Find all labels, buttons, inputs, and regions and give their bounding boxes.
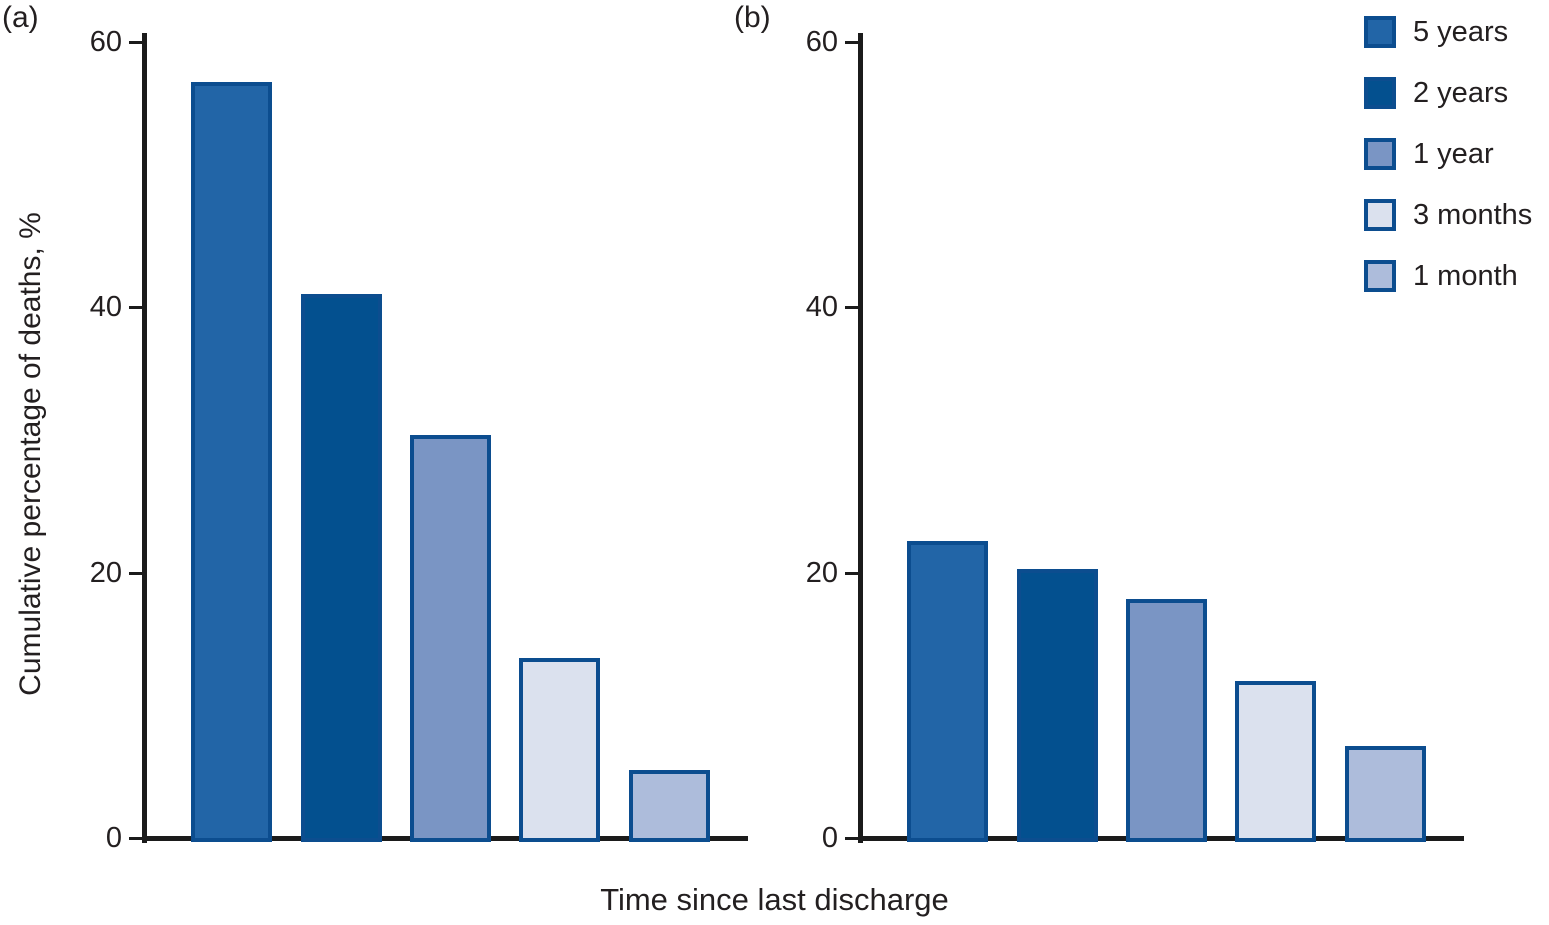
legend-label: 3 months	[1413, 199, 1533, 231]
y-tick-label: 40	[805, 291, 838, 324]
bar-5-years	[191, 82, 272, 842]
legend-label: 2 years	[1413, 77, 1509, 109]
y-tick-label: 20	[805, 556, 838, 589]
legend-swatch-1-year	[1364, 138, 1396, 170]
legend-label: 1 month	[1413, 260, 1518, 292]
bar-5-years	[907, 541, 988, 842]
bar-3-months	[519, 658, 600, 842]
bar-2-years	[1017, 569, 1098, 842]
y-tick-mark	[129, 571, 142, 575]
legend-label: 1 year	[1413, 138, 1494, 170]
y-tick-label: 40	[89, 291, 122, 324]
panel-b-label: (b)	[734, 1, 771, 34]
legend: 5 years 2 years 1 year 3 months 1 month	[1364, 16, 1532, 292]
legend-swatch-5-years	[1364, 16, 1396, 48]
legend-item: 5 years	[1364, 16, 1532, 48]
y-axis-line	[142, 33, 147, 843]
bar-1-month	[1345, 746, 1426, 842]
y-tick-label: 60	[89, 26, 122, 58]
y-tick-mark	[129, 41, 142, 44]
y-tick-label: 0	[105, 822, 122, 854]
y-tick-label: 20	[89, 556, 122, 589]
bar-1-month	[629, 770, 710, 842]
legend-item: 1 year	[1364, 138, 1532, 170]
y-tick-mark	[845, 837, 858, 840]
bar-1-year	[1126, 599, 1207, 842]
y-axis-line	[858, 33, 863, 843]
y-tick-mark	[129, 837, 142, 840]
y-tick-mark	[845, 306, 858, 310]
bar-2-years	[301, 294, 382, 842]
x-axis-title: Time since last discharge	[600, 882, 949, 917]
legend-swatch-3-months	[1364, 199, 1396, 231]
y-tick-mark	[845, 41, 858, 44]
legend-swatch-1-month	[1364, 260, 1396, 292]
legend-item: 1 month	[1364, 260, 1532, 292]
y-tick-label: 60	[805, 26, 838, 58]
y-tick-mark	[845, 571, 858, 575]
legend-item: 3 months	[1364, 199, 1532, 231]
legend-item: 2 years	[1364, 77, 1532, 109]
bar-1-year	[410, 435, 491, 842]
panel-a-label: (a)	[2, 1, 39, 34]
y-tick-label: 0	[821, 822, 838, 854]
bar-3-months	[1235, 681, 1316, 842]
legend-label: 5 years	[1413, 16, 1509, 48]
y-tick-mark	[129, 306, 142, 310]
legend-swatch-2-years	[1364, 77, 1396, 109]
